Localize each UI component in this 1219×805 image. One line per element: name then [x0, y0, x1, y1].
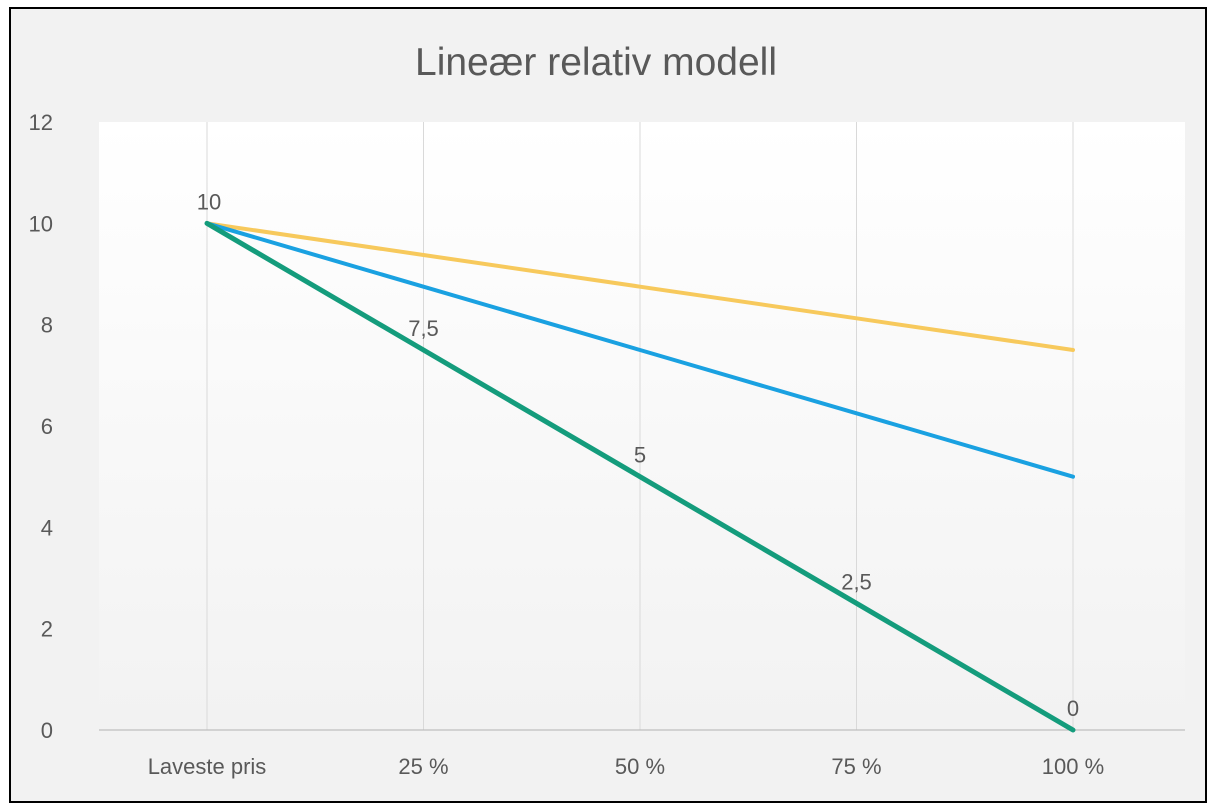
x-tick-label: Laveste pris	[148, 754, 267, 779]
y-tick-label: 10	[29, 211, 53, 236]
data-labels: 10 7,5 5 2,5 0	[197, 189, 1079, 721]
data-label: 7,5	[408, 316, 439, 341]
chart-title: Lineær relativ modell	[415, 41, 777, 84]
x-tick-label: 100 %	[1042, 754, 1104, 779]
chart-frame: Lineær relativ modell 0 2 4 6 8 10 12 Laveste p…	[9, 7, 1207, 803]
series	[204, 220, 1076, 733]
data-label: 0	[1067, 696, 1079, 721]
x-tick-label: 50 %	[615, 754, 665, 779]
x-tick-label: 25 %	[398, 754, 448, 779]
plot-area	[99, 122, 1185, 730]
y-tick-label: 8	[41, 313, 53, 338]
series-line-3	[204, 220, 1076, 733]
y-tick-label: 12	[29, 110, 53, 135]
data-label: 5	[634, 443, 646, 468]
axes: 0 2 4 6 8 10 12 Laveste pris 25 % 50 % 75 % 100 %	[29, 110, 1185, 779]
data-label: 2,5	[841, 569, 872, 594]
series-line-2	[205, 221, 1075, 479]
y-tick-label: 0	[41, 718, 53, 743]
x-tick-label: 75 %	[831, 754, 881, 779]
line-chart: Lineær relativ modell 0 2 4 6 8 10 12 Laveste p…	[29, 41, 1185, 779]
y-tick-label: 2	[41, 617, 53, 642]
y-tick-label: 6	[41, 414, 53, 439]
data-label: 10	[197, 189, 221, 214]
y-tick-label: 4	[41, 515, 53, 540]
series-line-1	[205, 221, 1075, 352]
gridlines	[206, 122, 1074, 730]
